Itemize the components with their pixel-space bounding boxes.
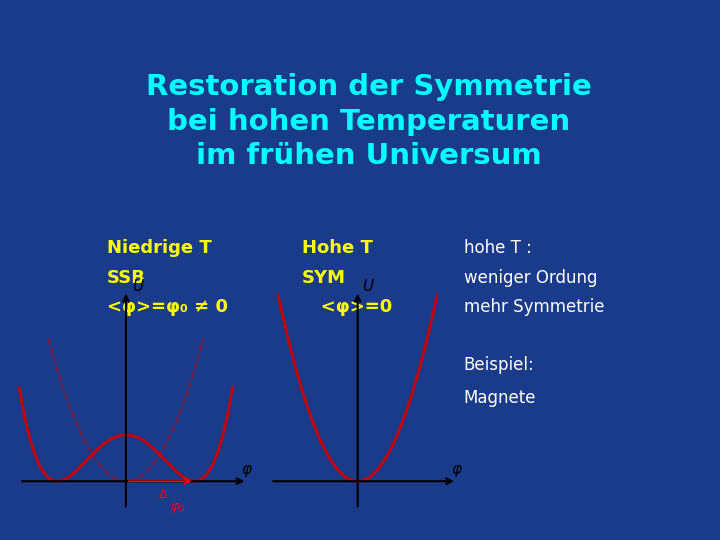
Text: Beispiel:: Beispiel:	[464, 356, 535, 374]
Text: <φ>=0: <φ>=0	[302, 298, 392, 316]
Text: $\Delta$: $\Delta$	[158, 488, 169, 501]
Text: $U$: $U$	[362, 278, 375, 294]
Text: weniger Ordung: weniger Ordung	[464, 268, 598, 287]
Text: $\varphi$: $\varphi$	[241, 463, 253, 480]
Text: Magnete: Magnete	[464, 389, 536, 407]
Text: SYM: SYM	[302, 268, 346, 287]
Text: <φ>=φ₀ ≠ 0: <φ>=φ₀ ≠ 0	[107, 298, 228, 316]
Text: Restoration der Symmetrie
bei hohen Temperaturen
im frühen Universum: Restoration der Symmetrie bei hohen Temp…	[146, 73, 592, 170]
Text: mehr Symmetrie: mehr Symmetrie	[464, 298, 604, 316]
Text: $\varphi_0$: $\varphi_0$	[170, 501, 185, 515]
Text: hohe T :: hohe T :	[464, 239, 532, 258]
Text: Niedrige T: Niedrige T	[107, 239, 212, 258]
Text: $\varphi$: $\varphi$	[451, 463, 463, 480]
Text: $U$: $U$	[132, 278, 145, 294]
Text: Hohe T: Hohe T	[302, 239, 373, 258]
Text: SSB: SSB	[107, 268, 145, 287]
